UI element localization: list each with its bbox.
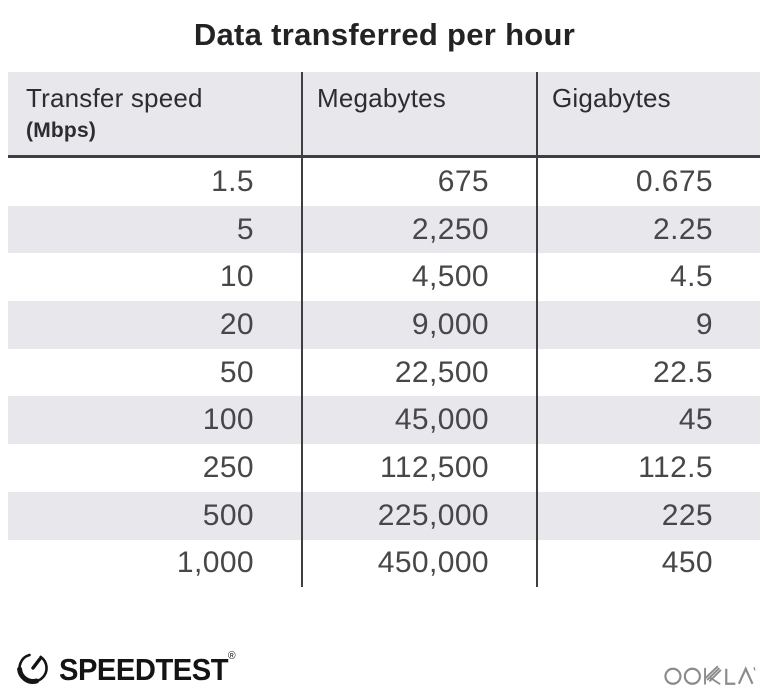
- table-header-row: Transfer speed (Mbps) Megabytes Gigabyte…: [8, 72, 760, 158]
- header-gigabytes: Gigabytes: [538, 72, 760, 155]
- cell-transfer-speed: 5: [8, 205, 303, 254]
- cell-gigabytes: 112.5: [638, 450, 713, 484]
- cell-transfer-speed: 1,000: [8, 539, 303, 588]
- header-gigabytes-label: Gigabytes: [552, 83, 671, 113]
- ookla-wordmark-icon: [663, 665, 757, 693]
- cell-megabytes: 450,000: [303, 539, 538, 588]
- cell-megabytes: 225,000: [303, 491, 538, 540]
- speedtest-wordmark: SPEEDTEST®: [59, 649, 236, 688]
- table-row: 1.5 675 0.675: [8, 158, 760, 206]
- cell-gigabytes: 0.675: [635, 164, 713, 198]
- header-transfer-speed-label: Transfer speed: [26, 83, 203, 113]
- cell-megabytes: 4,500: [303, 253, 538, 302]
- table-row: 20 9,000 9: [8, 301, 760, 349]
- cell-transfer-speed: 10: [8, 253, 303, 302]
- cell-transfer-speed: 50: [8, 348, 303, 397]
- table-row: 50 22,500 22.5: [8, 348, 760, 397]
- cell-gigabytes: 2.25: [653, 212, 713, 246]
- header-megabytes: Megabytes: [303, 72, 538, 155]
- cell-megabytes: 675: [303, 158, 538, 206]
- cell-gigabytes: 22.5: [653, 355, 713, 389]
- cell-transfer-speed: 1.5: [8, 158, 303, 206]
- speedtest-wordmark-text: SPEEDTEST: [59, 651, 229, 687]
- cell-gigabytes: 4.5: [670, 260, 713, 294]
- table-row: 1,000 450,000 450: [8, 539, 760, 588]
- cell-megabytes: 112,500: [303, 444, 538, 492]
- cell-transfer-speed: 500: [8, 491, 303, 540]
- cell-gigabytes: 9: [695, 307, 713, 341]
- cell-megabytes: 2,250: [303, 205, 538, 254]
- cell-transfer-speed: 100: [8, 396, 303, 445]
- cell-gigabytes: 450: [661, 546, 713, 580]
- table-row: 5 2,250 2.25: [8, 205, 760, 254]
- table-body: 1.5 675 0.675 5 2,250 2.25 10 4,500 4.5 …: [8, 158, 760, 588]
- cell-gigabytes: 45: [678, 403, 713, 437]
- header-transfer-speed-unit: (Mbps): [26, 119, 97, 142]
- registered-trademark-icon: ®: [228, 649, 236, 662]
- cell-megabytes: 45,000: [303, 396, 538, 445]
- speedtest-gauge-icon: [14, 648, 52, 691]
- ookla-logo: [663, 659, 757, 694]
- cell-megabytes: 9,000: [303, 301, 538, 349]
- cell-transfer-speed: 20: [8, 301, 303, 349]
- header-megabytes-label: Megabytes: [317, 83, 446, 113]
- table-row: 250 112,500 112.5: [8, 444, 760, 492]
- table-row: 10 4,500 4.5: [8, 253, 760, 302]
- speedtest-logo: SPEEDTEST®: [14, 648, 246, 691]
- cell-megabytes: 22,500: [303, 348, 538, 397]
- header-transfer-speed: Transfer speed (Mbps): [8, 72, 303, 155]
- table-row: 100 45,000 45: [8, 396, 760, 445]
- cell-transfer-speed: 250: [8, 444, 303, 492]
- cell-gigabytes: 225: [661, 498, 713, 532]
- table-row: 500 225,000 225: [8, 491, 760, 540]
- page-title: Data transferred per hour: [193, 17, 576, 52]
- data-table: Transfer speed (Mbps) Megabytes Gigabyte…: [8, 72, 760, 588]
